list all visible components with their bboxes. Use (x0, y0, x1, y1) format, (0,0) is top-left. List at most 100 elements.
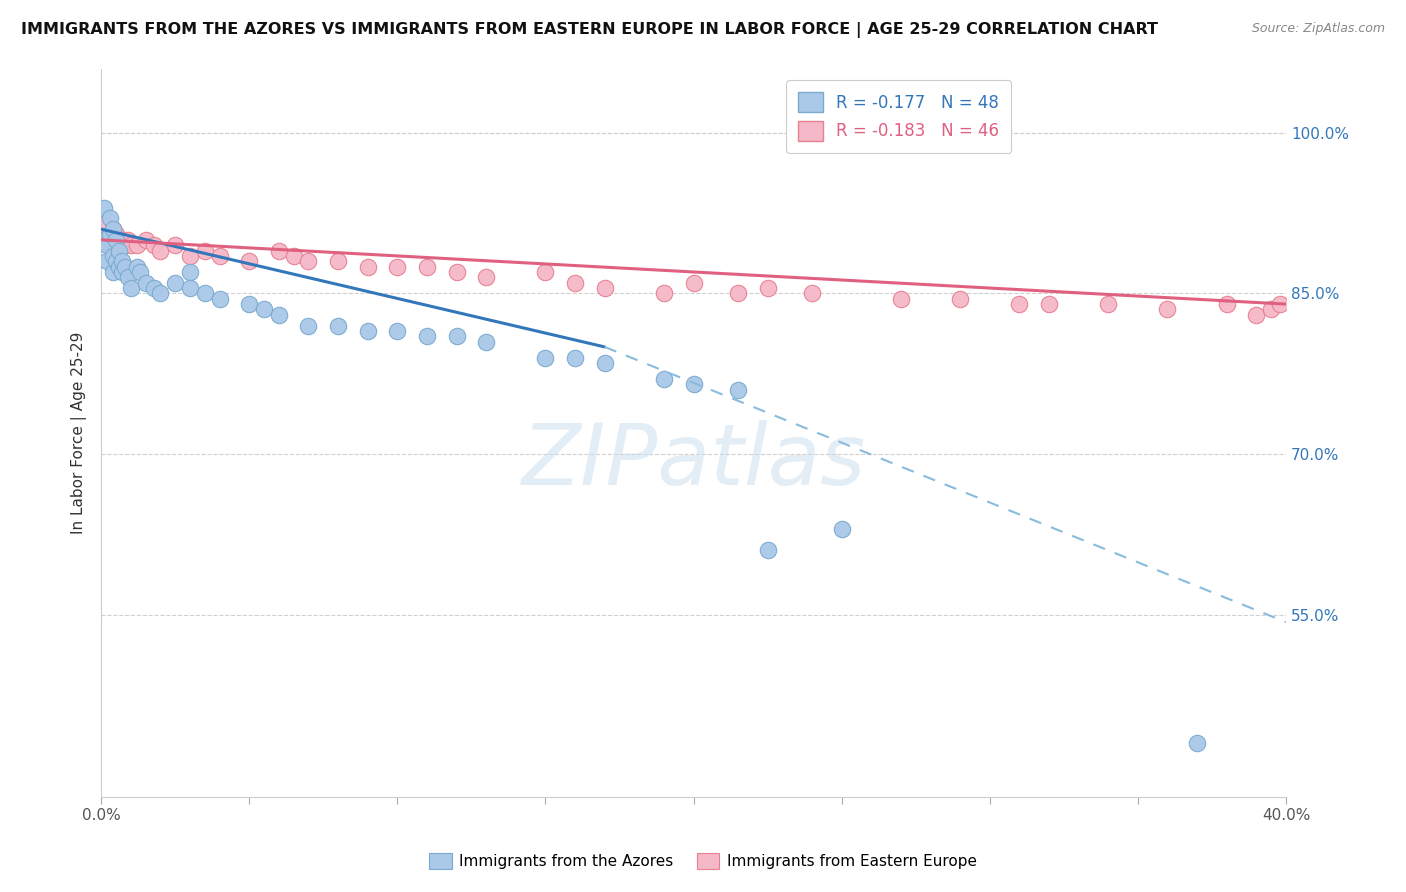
Text: ZIPatlas: ZIPatlas (522, 420, 866, 503)
Legend: Immigrants from the Azores, Immigrants from Eastern Europe: Immigrants from the Azores, Immigrants f… (423, 847, 983, 875)
Point (108, 244, 131, 258)
Point (1215, 297, 1237, 311)
Point (114, 260, 136, 274)
Point (416, 260, 439, 274)
Point (108, 260, 131, 274)
Point (93, 201, 115, 215)
Point (297, 318, 319, 333)
Point (104, 254, 127, 268)
Point (117, 233, 139, 247)
Point (165, 276, 187, 290)
Point (756, 281, 779, 295)
Point (104, 233, 127, 247)
Point (149, 244, 172, 258)
Point (143, 238, 166, 252)
Point (101, 265, 124, 279)
Point (96, 233, 118, 247)
Point (104, 227, 127, 242)
Point (120, 281, 142, 295)
Point (111, 265, 134, 279)
Point (357, 324, 380, 338)
Point (93, 217, 115, 231)
Point (194, 244, 217, 258)
Point (253, 302, 276, 317)
Point (326, 318, 349, 333)
Point (387, 324, 409, 338)
Point (1008, 297, 1031, 311)
Point (564, 276, 586, 290)
Point (98, 238, 121, 252)
Point (446, 329, 468, 343)
Point (125, 260, 148, 274)
Point (534, 265, 557, 279)
Point (120, 238, 142, 252)
Legend: R = -0.177   N = 48, R = -0.183   N = 46: R = -0.177 N = 48, R = -0.183 N = 46 (786, 80, 1011, 153)
Point (111, 233, 134, 247)
Point (652, 372, 675, 386)
Point (534, 351, 557, 365)
Point (1260, 302, 1282, 317)
Point (117, 270, 139, 285)
Point (208, 292, 231, 306)
Point (949, 292, 972, 306)
Point (727, 286, 749, 301)
Point (727, 383, 749, 397)
Point (179, 249, 201, 263)
Point (593, 281, 616, 295)
Point (1246, 308, 1268, 322)
Point (682, 276, 704, 290)
Point (1185, 736, 1208, 750)
Point (283, 249, 305, 263)
Point (208, 249, 231, 263)
Point (475, 334, 498, 349)
Point (108, 238, 131, 252)
Point (135, 276, 157, 290)
Point (238, 297, 260, 311)
Point (128, 265, 150, 279)
Point (593, 356, 616, 370)
Point (98, 227, 121, 242)
Point (267, 308, 290, 322)
Point (101, 249, 124, 263)
Point (135, 233, 157, 247)
Point (179, 281, 201, 295)
Point (416, 329, 439, 343)
Point (165, 238, 187, 252)
Point (101, 222, 124, 236)
Point (682, 377, 704, 392)
Point (125, 238, 148, 252)
Point (831, 522, 853, 536)
Point (98, 211, 121, 226)
Point (143, 281, 166, 295)
Point (652, 286, 675, 301)
Point (111, 254, 134, 268)
Text: Source: ZipAtlas.com: Source: ZipAtlas.com (1251, 22, 1385, 36)
Point (93, 233, 115, 247)
Point (564, 351, 586, 365)
Point (194, 286, 217, 301)
Y-axis label: In Labor Force | Age 25-29: In Labor Force | Age 25-29 (72, 332, 87, 533)
Point (1097, 297, 1119, 311)
Point (890, 292, 912, 306)
Point (890, 126, 912, 140)
Point (96, 254, 118, 268)
Point (756, 543, 779, 558)
Point (446, 265, 468, 279)
Point (1156, 302, 1178, 317)
Point (475, 270, 498, 285)
Point (96, 238, 118, 252)
Point (114, 238, 136, 252)
Text: IMMIGRANTS FROM THE AZORES VS IMMIGRANTS FROM EASTERN EUROPE IN LABOR FORCE | AG: IMMIGRANTS FROM THE AZORES VS IMMIGRANTS… (21, 22, 1159, 38)
Point (357, 260, 380, 274)
Point (801, 286, 824, 301)
Point (149, 286, 172, 301)
Point (101, 222, 124, 236)
Point (267, 244, 290, 258)
Point (238, 254, 260, 268)
Point (1038, 297, 1060, 311)
Point (387, 260, 409, 274)
Point (179, 265, 201, 279)
Point (326, 254, 349, 268)
Point (1268, 297, 1291, 311)
Point (297, 254, 319, 268)
